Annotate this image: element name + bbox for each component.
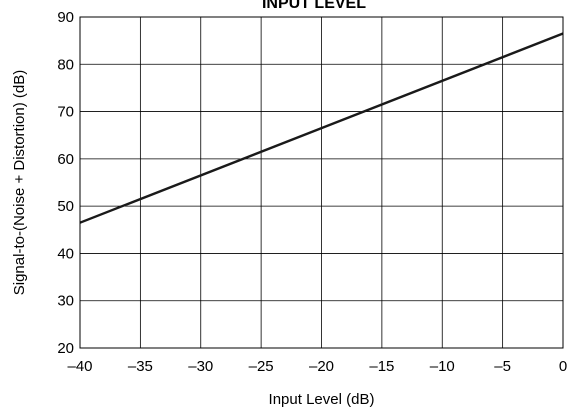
x-tick-label: –30 (188, 358, 213, 375)
y-tick-label: 20 (57, 340, 74, 357)
x-tick-label: –35 (128, 358, 153, 375)
x-tick-label: –20 (309, 358, 334, 375)
y-tick-labels: 20 30 40 50 60 70 80 90 (57, 9, 74, 357)
x-tick-labels: –40 –35 –30 –25 –20 –15 –10 –5 0 (67, 358, 567, 375)
chart-title: INPUT LEVEL (262, 0, 366, 12)
plot-frame (79, 16, 564, 349)
y-axis-label: Signal-to-(Noise + Distortion) (dB) (11, 70, 28, 296)
y-tick-label: 90 (57, 9, 74, 26)
series-layer (79, 32, 564, 224)
y-tick-label: 70 (57, 104, 74, 121)
y-tick-label: 50 (57, 198, 74, 215)
series-line-0 (79, 32, 564, 224)
x-tick-label: –25 (249, 358, 274, 375)
x-tick-label: –15 (369, 358, 394, 375)
x-tick-label: –5 (494, 358, 511, 375)
x-tick-label: –10 (430, 358, 455, 375)
y-tick-label: 40 (57, 245, 74, 262)
grid (80, 17, 563, 348)
x-axis-label: Input Level (dB) (269, 391, 375, 408)
y-tick-label: 60 (57, 151, 74, 168)
y-tick-label: 80 (57, 56, 74, 73)
y-tick-label: 30 (57, 293, 74, 310)
x-tick-label: –40 (67, 358, 92, 375)
x-tick-label: 0 (559, 358, 567, 375)
